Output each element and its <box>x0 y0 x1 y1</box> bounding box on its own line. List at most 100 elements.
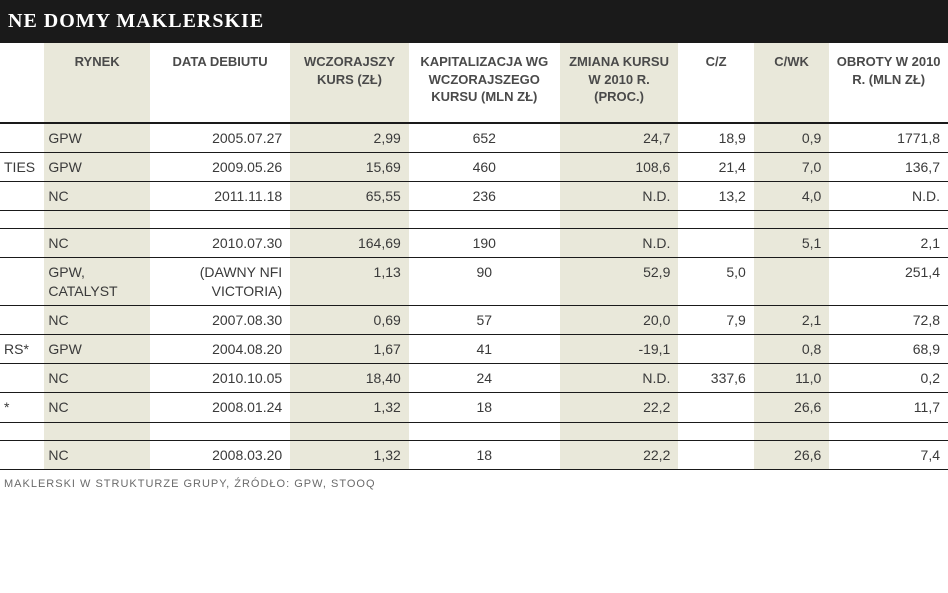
col-stub <box>0 43 44 123</box>
table-cell: NC <box>44 305 150 334</box>
table-header-row: RYNEK DATA DEBIUTU WCZORAJSZY KURS (ZŁ) … <box>0 43 948 123</box>
table-cell: 1,32 <box>290 440 409 469</box>
table-cell: 1,13 <box>290 258 409 305</box>
table-cell: 337,6 <box>678 364 753 393</box>
table-cell: 2,1 <box>829 229 948 258</box>
table-cell <box>754 211 829 229</box>
table-cell: 2005.07.27 <box>150 123 290 153</box>
col-cz: C/Z <box>678 43 753 123</box>
table-cell <box>678 334 753 363</box>
table-cell: (DAWNY NFI VICTORIA) <box>150 258 290 305</box>
table-cell: 7,0 <box>754 152 829 181</box>
table-cell <box>150 211 290 229</box>
table-cell: 11,7 <box>829 393 948 422</box>
table-row: NC2008.03.201,321822,226,67,4 <box>0 440 948 469</box>
table-cell <box>754 258 829 305</box>
table-cell: 2011.11.18 <box>150 182 290 211</box>
table-row: RS*GPW2004.08.201,6741-19,10,868,9 <box>0 334 948 363</box>
table-cell: NC <box>44 229 150 258</box>
table-cell: N.D. <box>560 364 679 393</box>
table-cell: 236 <box>409 182 560 211</box>
table-cell: 460 <box>409 152 560 181</box>
table-cell: GPW, CATALYST <box>44 258 150 305</box>
table-row: TIESGPW2009.05.2615,69460108,621,47,0136… <box>0 152 948 181</box>
table-cell: NC <box>44 393 150 422</box>
table-cell: 108,6 <box>560 152 679 181</box>
table-cell <box>560 422 679 440</box>
table-cell <box>678 229 753 258</box>
table-cell: 18,40 <box>290 364 409 393</box>
table-cell <box>754 422 829 440</box>
table-gap-row <box>0 211 948 229</box>
table-row: NC2007.08.300,695720,07,92,172,8 <box>0 305 948 334</box>
table-cell: 251,4 <box>829 258 948 305</box>
table-cell: 4,0 <box>754 182 829 211</box>
table-cell: 13,2 <box>678 182 753 211</box>
table-gap-row <box>0 422 948 440</box>
table-cell: 0,69 <box>290 305 409 334</box>
table-cell <box>44 211 150 229</box>
table-cell: 24,7 <box>560 123 679 153</box>
table-cell: NC <box>44 440 150 469</box>
table-cell: RS* <box>0 334 44 363</box>
table-cell: 2007.08.30 <box>150 305 290 334</box>
table-cell: 2008.01.24 <box>150 393 290 422</box>
table-cell: 52,9 <box>560 258 679 305</box>
table-cell: 18 <box>409 393 560 422</box>
table-cell: N.D. <box>829 182 948 211</box>
table-cell: 26,6 <box>754 393 829 422</box>
table-cell <box>0 258 44 305</box>
table-cell <box>44 422 150 440</box>
table-row: NC2010.10.0518,4024N.D.337,611,00,2 <box>0 364 948 393</box>
col-rynek: RYNEK <box>44 43 150 123</box>
table-cell <box>290 422 409 440</box>
table-cell: 22,2 <box>560 440 679 469</box>
table-cell: 0,2 <box>829 364 948 393</box>
table-cell: GPW <box>44 334 150 363</box>
col-kapitalizacja: KAPITALIZACJA WG WCZORAJSZEGO KURSU (MLN… <box>409 43 560 123</box>
table-cell: TIES <box>0 152 44 181</box>
col-obroty: OBROTY W 2010 R. (MLN ZŁ) <box>829 43 948 123</box>
table-cell <box>0 211 44 229</box>
table-cell <box>0 182 44 211</box>
table-cell: 0,9 <box>754 123 829 153</box>
table-cell <box>409 422 560 440</box>
col-data-debiutu: DATA DEBIUTU <box>150 43 290 123</box>
table-cell: 90 <box>409 258 560 305</box>
table-row: GPW2005.07.272,9965224,718,90,91771,8 <box>0 123 948 153</box>
table-cell: * <box>0 393 44 422</box>
table-cell: 18,9 <box>678 123 753 153</box>
table-cell: 68,9 <box>829 334 948 363</box>
table-cell: 41 <box>409 334 560 363</box>
table-cell: 20,0 <box>560 305 679 334</box>
table-cell <box>560 211 679 229</box>
table-cell <box>0 364 44 393</box>
table-cell: 15,69 <box>290 152 409 181</box>
table-cell <box>290 211 409 229</box>
table-cell <box>678 211 753 229</box>
table-cell: 22,2 <box>560 393 679 422</box>
table-cell: 652 <box>409 123 560 153</box>
table-cell: 2010.07.30 <box>150 229 290 258</box>
table-cell: 1,67 <box>290 334 409 363</box>
table-cell: NC <box>44 182 150 211</box>
table-cell: 1,32 <box>290 393 409 422</box>
table-cell: GPW <box>44 123 150 153</box>
table-row: *NC2008.01.241,321822,2 26,611,7 <box>0 393 948 422</box>
table-cell <box>0 305 44 334</box>
table-cell: 164,69 <box>290 229 409 258</box>
table-cell <box>409 211 560 229</box>
table-cell: 1771,8 <box>829 123 948 153</box>
table-cell <box>678 422 753 440</box>
table-cell: 2004.08.20 <box>150 334 290 363</box>
table-cell: 7,4 <box>829 440 948 469</box>
table-cell <box>0 422 44 440</box>
table-cell: NC <box>44 364 150 393</box>
table-title: NE DOMY MAKLERSKIE <box>0 0 948 43</box>
table-cell: 2010.10.05 <box>150 364 290 393</box>
table-cell: 2,1 <box>754 305 829 334</box>
table-cell <box>0 123 44 153</box>
table-cell: -19,1 <box>560 334 679 363</box>
table-row: NC2010.07.30164,69190N.D.5,12,1 <box>0 229 948 258</box>
table-cell: 2008.03.20 <box>150 440 290 469</box>
